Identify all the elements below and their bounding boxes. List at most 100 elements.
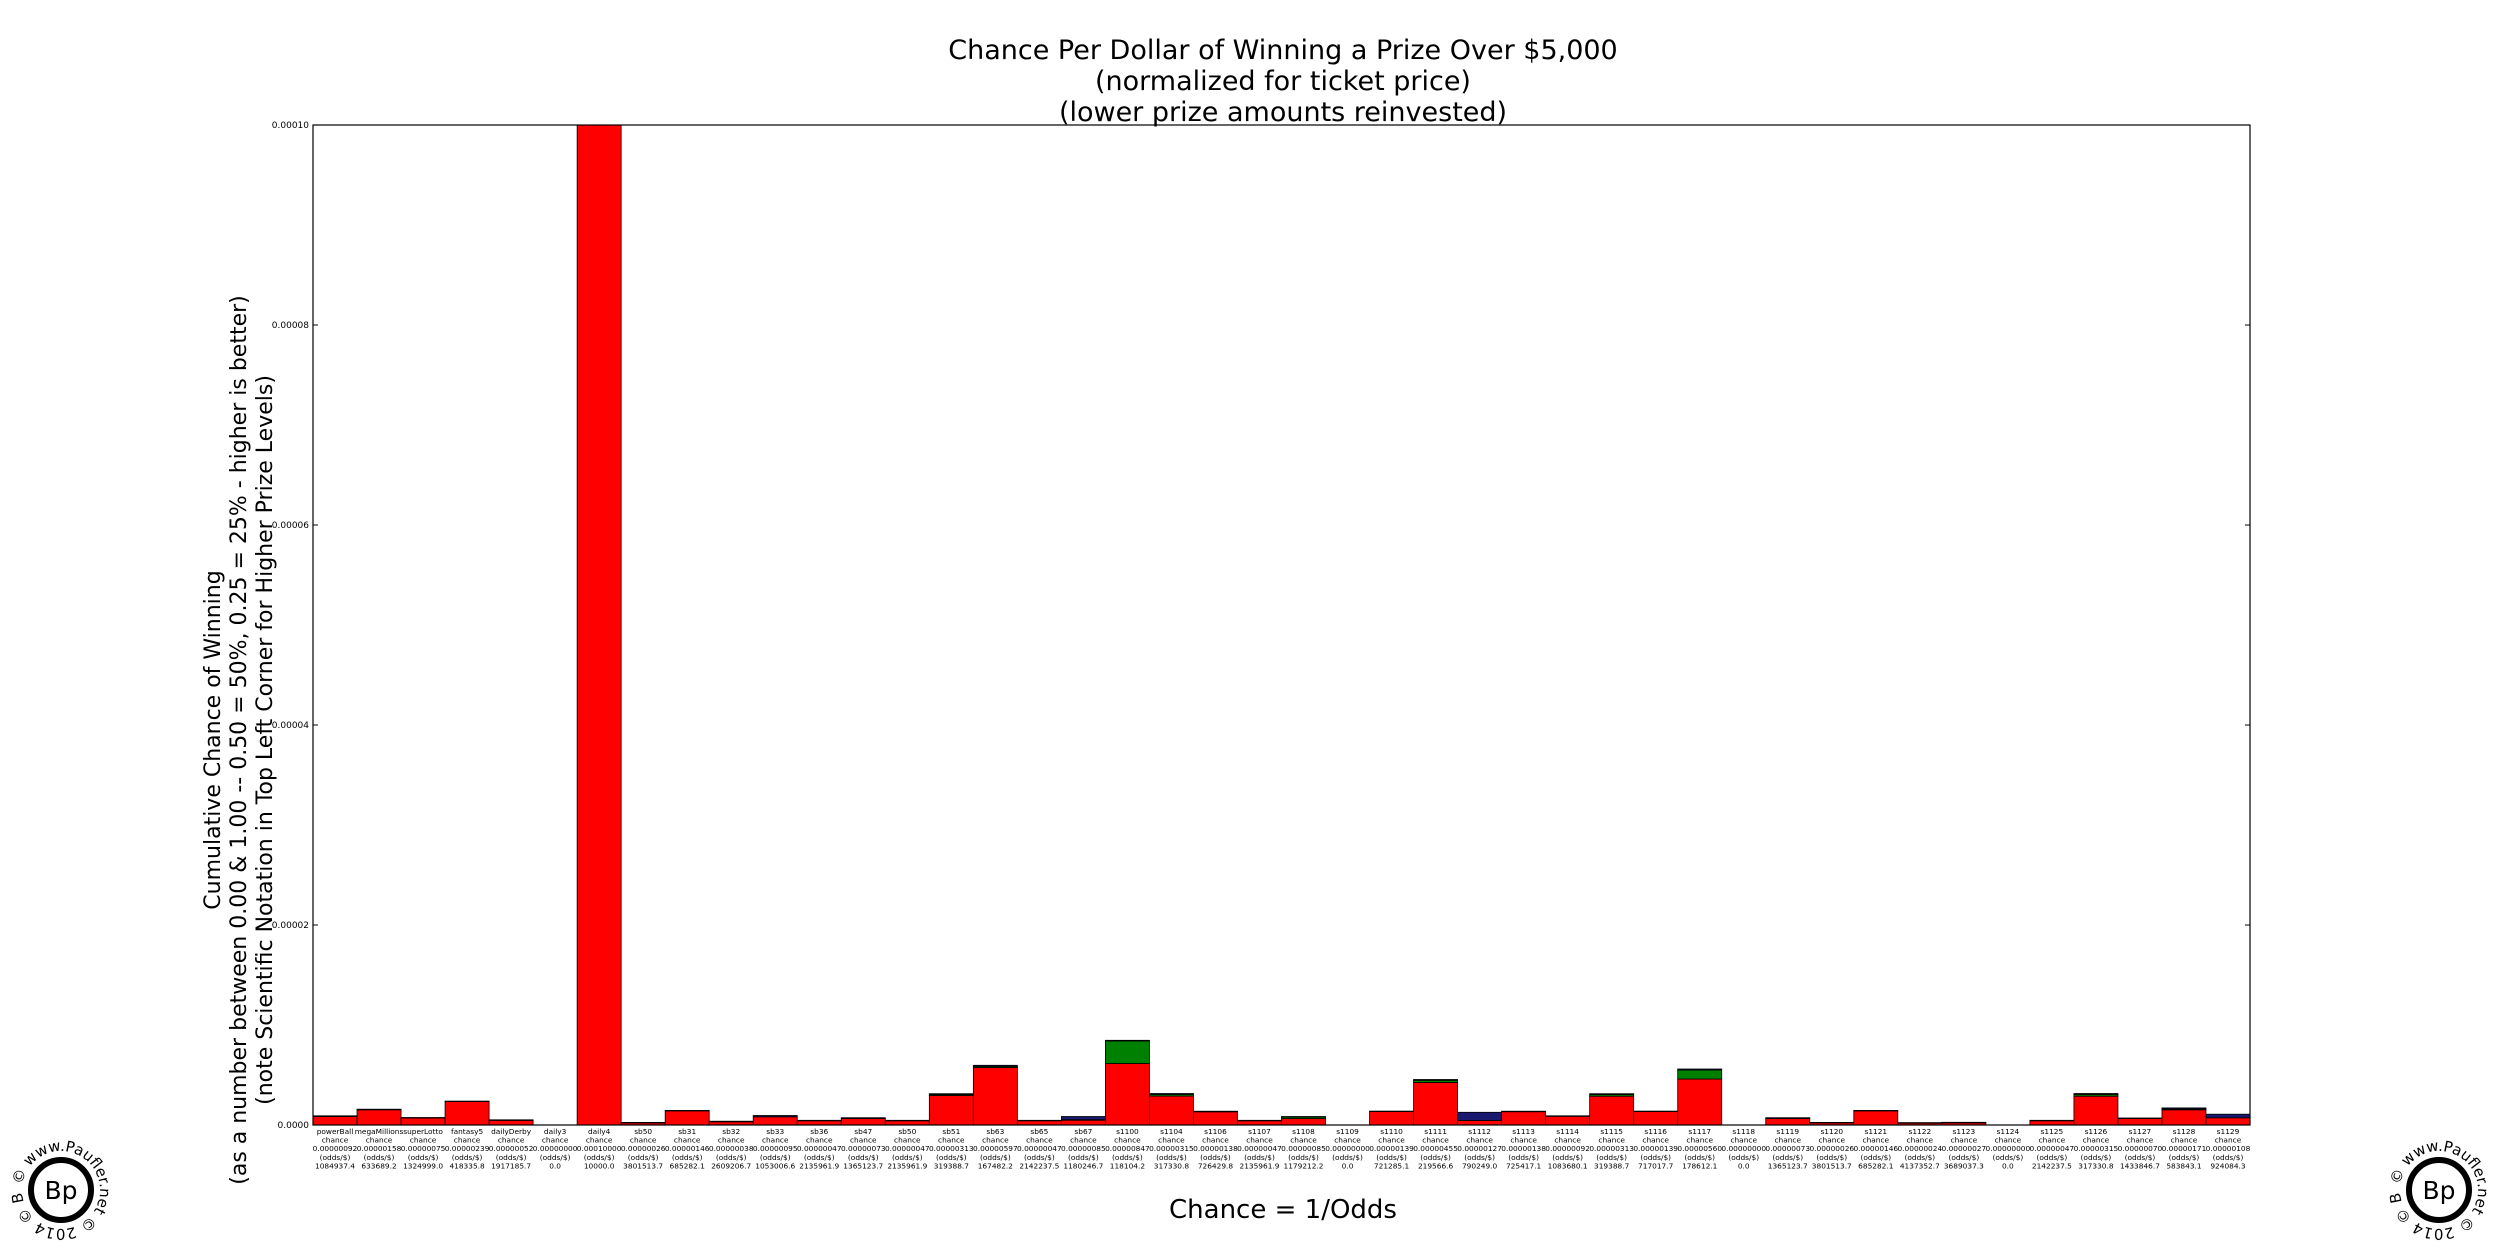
category-label-line: 0.00000095 [753, 1144, 798, 1153]
category-label-line: fantasy5 [451, 1127, 483, 1136]
bar-segment-navy [928, 1093, 974, 1095]
bar-segment-navy [1016, 1119, 1062, 1122]
bar-s1125 [2029, 1119, 2075, 1126]
plot-frame [312, 124, 2251, 1126]
category-label-line: 0.00000239 [445, 1144, 490, 1153]
bar-s1110 [1369, 1110, 1414, 1126]
bar-segment-red [1501, 1111, 1547, 1126]
category-label-line: (odds/$) [1332, 1153, 1363, 1162]
category-label-line: 0.00010000 [577, 1144, 622, 1153]
category-label-line: powerBall [317, 1127, 354, 1136]
category-label-line: 2609206.7 [711, 1161, 751, 1170]
category-label-line: chance [982, 1136, 1009, 1145]
category-label-line: 317330.8 [1154, 1161, 1190, 1170]
category-label-line: (odds/$) [628, 1153, 659, 1162]
category-label-line: (odds/$) [584, 1153, 615, 1162]
category-label-line: (odds/$) [1640, 1153, 1671, 1162]
category-label-line: chance [586, 1136, 613, 1145]
category-label-line: 0.00000047 [2030, 1144, 2075, 1153]
category-label-line: chance [1686, 1136, 1713, 1145]
category-label-line: (odds/$) [1024, 1153, 1055, 1162]
bar-segment-red [312, 1116, 358, 1126]
category-label-line: chance [850, 1136, 877, 1145]
category-label-line: s1100 [1116, 1127, 1139, 1136]
category-label-line: chance [1026, 1136, 1053, 1145]
bar-segment-red [884, 1120, 930, 1126]
bar-sb51 [928, 1093, 974, 1126]
category-label-line: (odds/$) [892, 1153, 923, 1162]
bar-segment-red [1457, 1120, 1503, 1126]
category-label-line: 0.00000315 [2074, 1144, 2119, 1153]
category-label-line: chance [674, 1136, 701, 1145]
category-label-line: (odds/$) [496, 1153, 527, 1162]
category-label-line: chance [806, 1136, 833, 1145]
category-label-line: chance [2083, 1136, 2110, 1145]
category-label-line: s1109 [1336, 1127, 1359, 1136]
category-label-line: chance [2171, 1136, 2198, 1145]
bar-s1100 [1105, 1039, 1150, 1126]
category-label-line: 0.00000146 [665, 1144, 710, 1153]
bar-segment-red [1677, 1078, 1723, 1126]
y-tick-label: 0.00008 [272, 321, 309, 331]
category-label-line: 725417.1 [1506, 1161, 1542, 1170]
category-label-line: chance [1642, 1136, 1669, 1145]
category-label-line: chance [366, 1136, 393, 1145]
category-label-line: (odds/$) [1904, 1153, 1935, 1162]
category-label-line: chance [2215, 1136, 2242, 1145]
category-label-line: 0.00000000 [533, 1144, 578, 1153]
category-label-line: 717017.7 [1638, 1161, 1674, 1170]
category-label-line: sb32 [722, 1127, 740, 1136]
bar-segment-red [1413, 1082, 1458, 1126]
category-label-line: (odds/$) [540, 1153, 571, 1162]
category-label-line: 633689.2 [361, 1161, 396, 1170]
category-label-line: 0.00000070 [2118, 1144, 2163, 1153]
ylabel-line-1: Cumulative Chance of Winning [201, 570, 226, 909]
category-label-line: 1083680.1 [1548, 1161, 1588, 1170]
category-label-line: 178612.1 [1682, 1161, 1718, 1170]
bar-segment-navy [1897, 1122, 1943, 1124]
category-label-line: s1122 [1908, 1127, 1931, 1136]
bar-s1126 [2073, 1093, 2119, 1126]
bar-sb50 [884, 1119, 930, 1126]
bar-segment-navy [1457, 1111, 1503, 1121]
category-label-line: (odds/$) [2169, 1153, 2200, 1162]
category-label-line: (odds/$) [1508, 1153, 1539, 1162]
category-label-line: s1120 [1820, 1127, 1843, 1136]
category-label-line: (odds/$) [1244, 1153, 1275, 1162]
y-ticks: 0.0000 0.00002 0.00004 0.00006 0.00008 0.0001… [272, 121, 2250, 1131]
category-label-line: sb63 [986, 1127, 1004, 1136]
category-label-line: 1180246.7 [1063, 1161, 1103, 1170]
y-tick-label: 0.0000 [278, 1121, 310, 1131]
category-label-line: (odds/$) [452, 1153, 483, 1162]
category-label-line: 1433846.7 [2120, 1161, 2160, 1170]
bar-s1107 [1237, 1119, 1282, 1126]
category-label-line: 0.00000158 [357, 1144, 402, 1153]
category-label-line: 0.00000027 [1942, 1144, 1987, 1153]
category-label-line: s1129 [2217, 1127, 2240, 1136]
category-label-line: (odds/$) [1860, 1153, 1891, 1162]
category-label-line: chance [2039, 1136, 2066, 1145]
category-label-line: chance [1466, 1136, 1493, 1145]
bar-segment-navy [1237, 1119, 1282, 1122]
bar-s1113 [1501, 1110, 1547, 1126]
category-label-line: s1117 [1688, 1127, 1711, 1136]
bar-segment-red [1853, 1110, 1899, 1126]
bar-s1106 [1193, 1110, 1238, 1126]
category-label-line: (odds/$) [760, 1153, 791, 1162]
category-label-line: s1126 [2085, 1127, 2108, 1136]
category-label-line: (odds/$) [364, 1153, 395, 1162]
category-label-line: 0.00000038 [709, 1144, 754, 1153]
watermark-seal-left: © www.Paufler.net © 2014 © Brett Paufler… [0, 0, 114, 1243]
category-label-line: chance [410, 1136, 437, 1145]
bar-segment-red [576, 124, 622, 1126]
category-label-line: chance [1510, 1136, 1537, 1145]
category-label-line: s1121 [1864, 1127, 1887, 1136]
category-label-line: (odds/$) [804, 1153, 835, 1162]
category-label-line: sb65 [1030, 1127, 1048, 1136]
bar-segment-red [1589, 1095, 1635, 1126]
bar-segment-navy [664, 1110, 710, 1112]
category-label-line: 2135961.9 [887, 1161, 927, 1170]
category-label-line: 0.00000073 [1765, 1144, 1810, 1153]
bar-segment-red [1237, 1120, 1282, 1126]
category-label-line: (odds/$) [2037, 1153, 2068, 1162]
